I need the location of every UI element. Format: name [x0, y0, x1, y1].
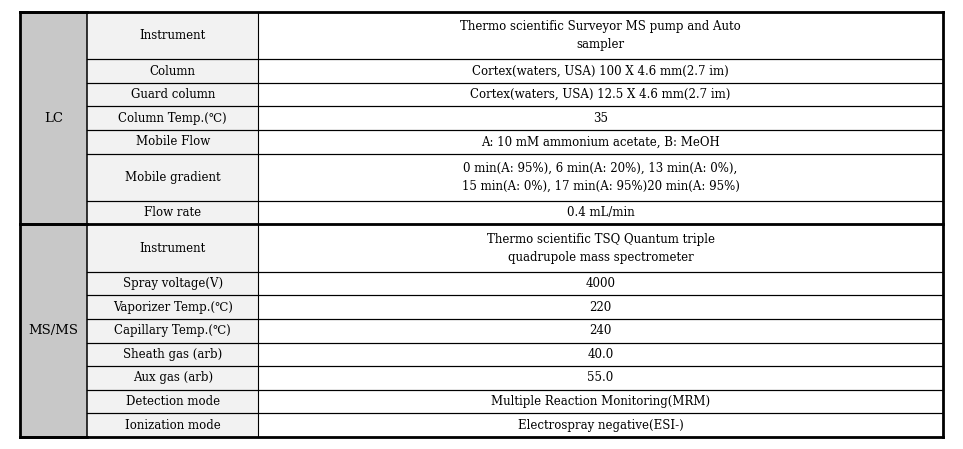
Bar — [20, 12, 88, 224]
Bar — [258, 295, 943, 319]
Bar — [258, 12, 943, 59]
Bar — [258, 83, 943, 106]
Bar — [88, 130, 258, 154]
Bar — [88, 201, 258, 224]
Text: 240: 240 — [589, 324, 612, 337]
Bar — [88, 390, 258, 414]
Text: Sheath gas (arb): Sheath gas (arb) — [123, 348, 222, 361]
Text: Capillary Temp.(℃): Capillary Temp.(℃) — [115, 324, 231, 337]
Bar — [20, 224, 88, 437]
Bar — [88, 272, 258, 295]
Text: MS/MS: MS/MS — [29, 324, 79, 337]
Text: Mobile Flow: Mobile Flow — [136, 135, 210, 148]
Bar — [258, 154, 943, 201]
Bar — [88, 319, 258, 343]
Bar — [258, 366, 943, 390]
Bar — [88, 295, 258, 319]
Text: Multiple Reaction Monitoring(MRM): Multiple Reaction Monitoring(MRM) — [491, 395, 710, 408]
Text: Thermo scientific Surveyor MS pump and Auto
sampler: Thermo scientific Surveyor MS pump and A… — [460, 20, 741, 51]
Text: Detection mode: Detection mode — [126, 395, 220, 408]
Text: A: 10 mM ammonium acetate, B: MeOH: A: 10 mM ammonium acetate, B: MeOH — [482, 135, 720, 148]
Bar — [258, 272, 943, 295]
Text: Ionization mode: Ionization mode — [125, 419, 221, 431]
Bar — [88, 224, 258, 272]
Text: 4000: 4000 — [586, 277, 615, 290]
Text: Spray voltage(V): Spray voltage(V) — [122, 277, 222, 290]
Bar — [88, 12, 258, 59]
Bar — [88, 59, 258, 83]
Bar — [258, 224, 943, 272]
Bar — [258, 106, 943, 130]
Text: Cortex(waters, USA) 100 X 4.6 mm(2.7 im): Cortex(waters, USA) 100 X 4.6 mm(2.7 im) — [472, 65, 729, 78]
Bar — [258, 343, 943, 366]
Text: 40.0: 40.0 — [587, 348, 613, 361]
Text: Column Temp.(℃): Column Temp.(℃) — [118, 112, 227, 125]
Text: Instrument: Instrument — [140, 242, 206, 255]
Text: Thermo scientific TSQ Quantum triple
quadrupole mass spectrometer: Thermo scientific TSQ Quantum triple qua… — [486, 233, 715, 264]
Bar — [88, 154, 258, 201]
Bar — [88, 343, 258, 366]
Text: 35: 35 — [593, 112, 608, 125]
Text: 0.4 mL/min: 0.4 mL/min — [566, 206, 635, 219]
Text: Vaporizer Temp.(℃): Vaporizer Temp.(℃) — [113, 301, 233, 314]
Text: LC: LC — [44, 112, 64, 125]
Bar — [258, 319, 943, 343]
Text: Aux gas (arb): Aux gas (arb) — [133, 371, 213, 384]
Text: Electrospray negative(ESI-): Electrospray negative(ESI-) — [518, 419, 684, 431]
Bar — [88, 414, 258, 437]
Bar — [258, 59, 943, 83]
Bar — [88, 106, 258, 130]
Text: 220: 220 — [589, 301, 612, 314]
Text: Instrument: Instrument — [140, 29, 206, 42]
Text: 55.0: 55.0 — [587, 371, 613, 384]
Bar — [258, 201, 943, 224]
Bar — [258, 390, 943, 414]
Bar — [88, 83, 258, 106]
Text: Cortex(waters, USA) 12.5 X 4.6 mm(2.7 im): Cortex(waters, USA) 12.5 X 4.6 mm(2.7 im… — [470, 88, 731, 101]
Bar — [258, 414, 943, 437]
Text: 0 min(A: 95%), 6 min(A: 20%), 13 min(A: 0%),
15 min(A: 0%), 17 min(A: 95%)20 min: 0 min(A: 95%), 6 min(A: 20%), 13 min(A: … — [461, 162, 740, 193]
Text: Mobile gradient: Mobile gradient — [125, 171, 221, 184]
Bar — [258, 130, 943, 154]
Text: Column: Column — [150, 65, 195, 78]
Text: Guard column: Guard column — [131, 88, 215, 101]
Text: Flow rate: Flow rate — [144, 206, 201, 219]
Bar — [88, 366, 258, 390]
